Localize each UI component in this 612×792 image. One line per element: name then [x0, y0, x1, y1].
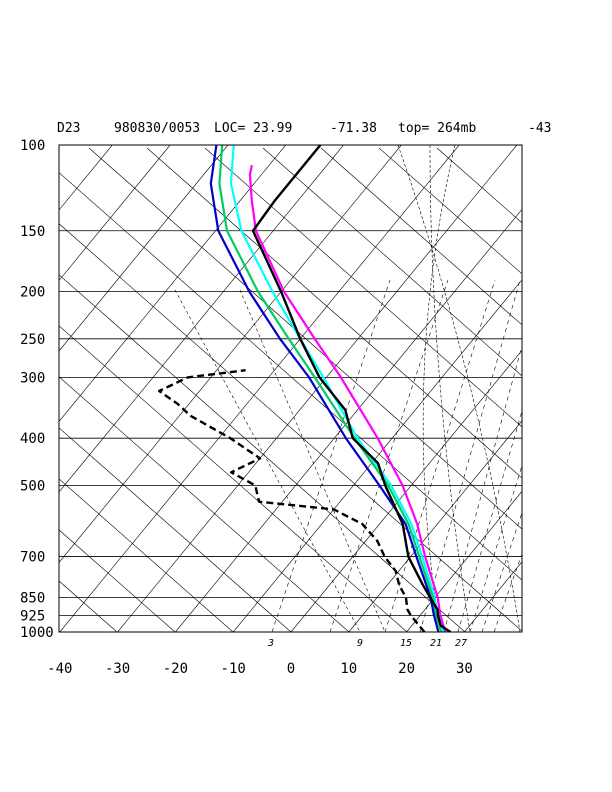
mixing-ratio-label: 9: [357, 638, 363, 649]
mixing-ratio-label: 3: [267, 638, 274, 649]
isotherm-line: [59, 145, 344, 493]
isotherm-line: [521, 631, 522, 632]
dry-adiabat-line: [0, 148, 1, 632]
mixing-ratio-labels: 3 9 15 21 27: [267, 638, 467, 649]
temperature-tick-label: -30: [105, 661, 130, 677]
header-loc: LOC= 23.99: [214, 121, 292, 136]
dry-adiabat-line: [320, 147, 522, 326]
isotherm-line: [175, 208, 522, 632]
series-line-parcel-cyan: [229, 145, 445, 632]
isotherm-line: [117, 145, 518, 632]
isotherm-line: [348, 420, 522, 632]
temperature-tick-label: 0: [287, 661, 295, 677]
dry-adiabat-line: [59, 274, 466, 632]
series-line-temperature: [251, 145, 452, 632]
dry-adiabat-line: [204, 147, 522, 428]
isobars: [59, 144, 522, 633]
pressure-tick-label: 150: [20, 224, 45, 240]
plot-frame: [58, 144, 523, 633]
mixing-ratio-label: 27: [455, 638, 467, 649]
background-grid: [0, 145, 612, 632]
dry-adiabat-line: [262, 147, 522, 377]
pressure-tick-label: 700: [20, 550, 45, 566]
isotherm-line: [59, 145, 229, 352]
pressure-tick-label: 250: [20, 332, 45, 348]
mixing-ratio-line: [481, 511, 522, 632]
series-line-dewpoint: [157, 369, 426, 632]
temperature-tick-label: 10: [340, 661, 357, 677]
dry-adiabat-line: [59, 325, 408, 632]
temperature-tick-label: -20: [163, 661, 188, 677]
isotherm-line: [232, 279, 522, 632]
chart-header: D23 980830/0053 LOC= 23.99 -71.38 top= 2…: [57, 121, 551, 136]
moist-adiabat-line: [422, 145, 456, 632]
dry-adiabat-line: [59, 376, 350, 632]
saturation-line: [239, 289, 386, 632]
mixing-ratio-line: [443, 344, 522, 632]
mixing-ratio-line: [271, 279, 391, 632]
pressure-tick-label: 850: [20, 591, 45, 607]
mixing-ratio-line: [469, 464, 522, 632]
series-line-parcel-magenta: [248, 164, 447, 632]
header-top: top= 264mb: [398, 121, 476, 136]
dry-adiabat-line: [59, 529, 176, 632]
mixing-ratio-line: [384, 279, 496, 632]
temperature-axis-labels: -40 -30 -20 -10 0 10 20 30: [47, 661, 473, 677]
pressure-tick-label: 200: [20, 285, 45, 301]
isotherm-line: [580, 145, 612, 632]
pressure-tick-label: 400: [20, 431, 45, 447]
pressure-tick-label: 300: [20, 370, 45, 386]
isotherm-line: [59, 145, 286, 422]
temperature-tick-label: -40: [47, 661, 72, 677]
header-lon: -71.38: [330, 121, 377, 136]
isotherm-line: [59, 145, 402, 563]
mixing-ratio-label: 21: [430, 638, 442, 649]
dry-adiabat-line: [146, 147, 522, 479]
profile-lines: [157, 145, 452, 632]
header-right-value: -43: [528, 121, 551, 136]
pressure-tick-label: 500: [20, 478, 45, 494]
mixing-ratio-line: [493, 552, 522, 632]
moist-adiabat-line: [429, 145, 471, 632]
dry-adiabat-line: [436, 147, 522, 224]
isotherm-line: [464, 561, 522, 632]
dry-adiabat-line: [88, 147, 522, 530]
pressure-tick-label: 100: [20, 138, 45, 154]
saturation-line: [174, 289, 361, 632]
temperature-tick-label: -10: [221, 661, 246, 677]
isotherm-line: [290, 349, 522, 632]
header-station: D23: [57, 121, 80, 136]
mixing-ratio-line: [329, 279, 449, 632]
isotherm-line: [59, 145, 113, 211]
dry-adiabat-line: [59, 172, 522, 581]
dry-adiabat-line: [59, 478, 234, 632]
isotherm-line: [406, 490, 522, 632]
header-datetime: 980830/0053: [114, 121, 200, 136]
dry-adiabat-line: [59, 223, 522, 632]
series-line-parcel-blue: [209, 145, 440, 632]
dry-adiabat-line: [59, 427, 292, 632]
temperature-tick-label: 30: [456, 661, 473, 677]
isotherm-line: [59, 145, 171, 282]
pressure-tick-label: 925: [20, 609, 45, 625]
dry-adiabat-line: [378, 147, 522, 275]
pressure-tick-label: 1000: [20, 625, 54, 641]
moist-adiabat-line: [397, 145, 521, 632]
isotherm-line: [59, 145, 460, 632]
mixing-ratio-label: 15: [400, 638, 412, 649]
temperature-tick-label: 20: [398, 661, 415, 677]
